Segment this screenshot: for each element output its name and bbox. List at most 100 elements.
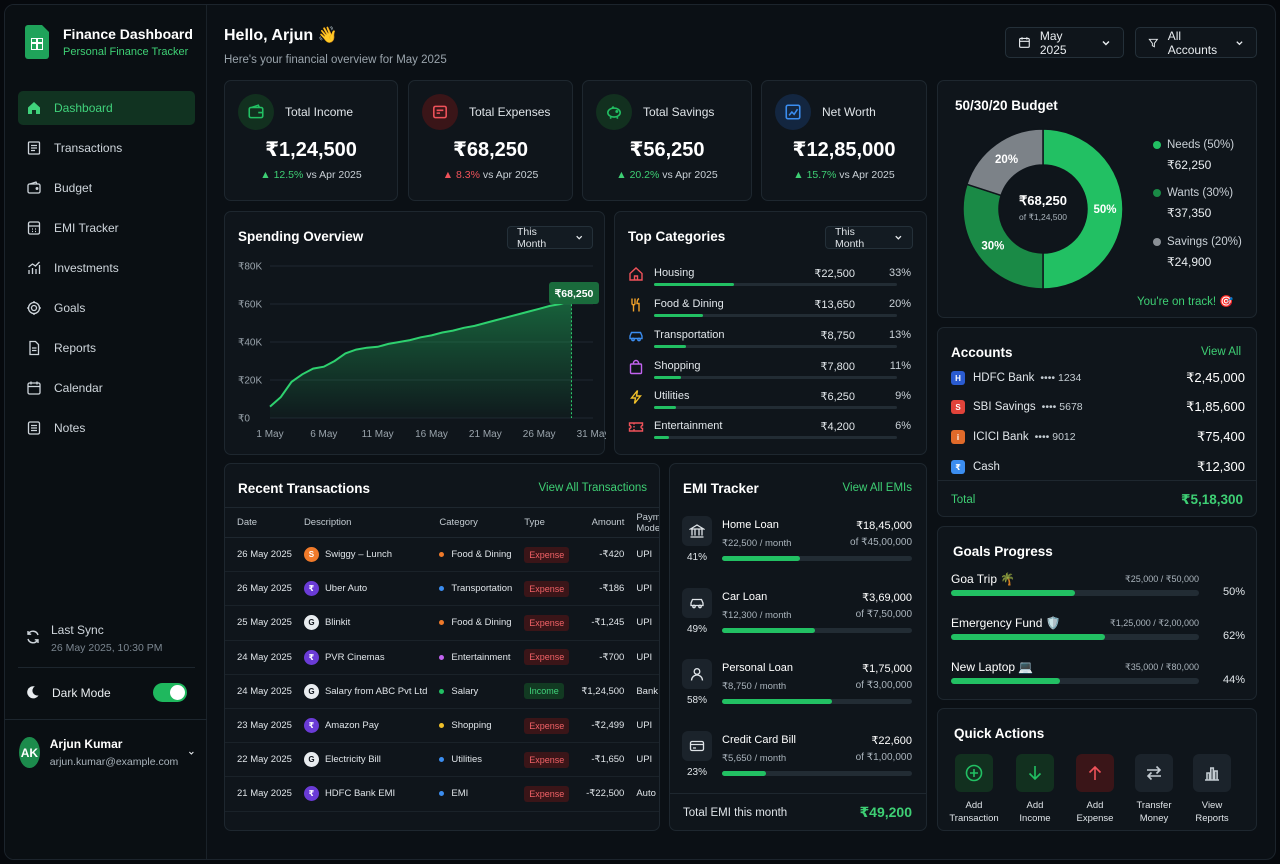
add-expense-button[interactable]: Add Expense bbox=[1067, 754, 1123, 826]
column-description[interactable]: Description bbox=[291, 507, 428, 538]
tx-date: 23 May 2025 bbox=[225, 708, 292, 744]
donut-slice-needs[interactable] bbox=[1042, 128, 1124, 290]
emi-progress-bar bbox=[722, 628, 912, 633]
tx-type: Expense bbox=[512, 571, 570, 607]
column-payment-mode[interactable]: Payment Mode bbox=[628, 507, 659, 538]
donut-slice-label: 30% bbox=[981, 240, 1004, 252]
user-profile[interactable]: AK Arjun Kumar arjun.kumar@example.com bbox=[19, 737, 195, 768]
goal-amounts: ₹35,000 / ₹80,000 bbox=[1124, 662, 1199, 672]
table-row[interactable]: 21 May 2025 ₹ HDFC Bank EMI EMI Expense -₹22,… bbox=[225, 776, 659, 812]
column-amount[interactable]: Amount bbox=[569, 507, 629, 538]
kpi-total-income[interactable]: Total Income ₹1,24,500 ▲ 12.5% vs Apr 20… bbox=[224, 80, 398, 201]
spending-callout-value: ₹68,250 bbox=[555, 288, 594, 300]
tx-category: Entertainment bbox=[427, 640, 513, 675]
emi-item-personal-loan[interactable]: 58% Personal Loan ₹1,75,000 ₹8,750 / mon… bbox=[682, 659, 912, 723]
category-row-shopping[interactable]: Shopping ₹7,800 11% bbox=[628, 359, 911, 389]
account-row-cash[interactable]: ₹ Cash ₹12,300 bbox=[951, 457, 1245, 477]
kpi-value: ₹56,250 bbox=[629, 139, 705, 161]
emi-monthly: ₹22,500 / month bbox=[722, 538, 792, 549]
spreadsheet-logo-icon bbox=[25, 25, 49, 59]
category-row-transportation[interactable]: Transportation ₹8,750 13% bbox=[628, 328, 911, 358]
sidebar-item-transactions[interactable]: Transactions bbox=[18, 131, 195, 165]
category-dot bbox=[439, 620, 445, 626]
category-dot bbox=[439, 688, 445, 694]
category-row-utilities[interactable]: Utilities ₹6,250 9% bbox=[628, 389, 911, 419]
add-transaction-button[interactable]: Add Transaction bbox=[946, 754, 1002, 826]
brand[interactable]: Finance Dashboard Personal Finance Track… bbox=[25, 25, 193, 59]
chevron-down-icon bbox=[895, 235, 902, 240]
sidebar-item-calendar[interactable]: Calendar bbox=[18, 371, 195, 405]
transfer-money-button[interactable]: Transfer Money bbox=[1126, 754, 1182, 826]
sidebar-item-investments[interactable]: Investments bbox=[18, 251, 195, 285]
table-row[interactable]: 22 May 2025 G Electricity Bill Utilities Exp… bbox=[225, 742, 659, 778]
categories-period-dropdown[interactable]: This Month bbox=[825, 226, 913, 250]
goal-row-new-laptop[interactable]: New Laptop 💻 ₹35,000 / ₹80,000 44% bbox=[951, 660, 1245, 690]
column-category[interactable]: Category bbox=[427, 507, 513, 538]
account-row-icici[interactable]: i ICICI Bank •••• 9012 ₹75,400 bbox=[951, 427, 1245, 447]
account-filter[interactable]: All Accounts bbox=[1135, 27, 1257, 58]
donut-slice-wants[interactable] bbox=[962, 183, 1044, 290]
table-row[interactable]: 23 May 2025 ₹ Amazon Pay Shopping Expense -₹2… bbox=[225, 708, 659, 744]
sidebar-item-goals[interactable]: Goals bbox=[18, 291, 195, 325]
sidebar-item-budget[interactable]: Budget bbox=[18, 171, 195, 205]
emi-progress-bar bbox=[722, 699, 912, 704]
category-row-entertainment[interactable]: Entertainment ₹4,200 6% bbox=[628, 419, 911, 449]
category-dot bbox=[439, 723, 445, 729]
table-row[interactable]: 26 May 2025 S Swiggy – Lunch Food & Dining E… bbox=[225, 537, 659, 573]
add-income-button[interactable]: Add Income bbox=[1007, 754, 1063, 826]
tx-category: Transportation bbox=[427, 571, 513, 607]
sidebar-item-emi-tracker[interactable]: EMI Tracker bbox=[18, 211, 195, 245]
tx-type: Expense bbox=[512, 708, 570, 744]
sidebar-nav: Dashboard Transactions Budget EMI Tracke… bbox=[18, 91, 195, 451]
column-date[interactable]: Date bbox=[225, 507, 292, 538]
kpi-total-expenses[interactable]: Total Expenses ₹68,250 ▲ 8.3% vs Apr 202… bbox=[408, 80, 573, 201]
category-row-housing[interactable]: Housing ₹22,500 33% bbox=[628, 266, 911, 296]
column-type[interactable]: Type bbox=[512, 507, 570, 538]
tx-amount: ₹1,24,500 bbox=[569, 674, 629, 709]
divider bbox=[670, 793, 926, 794]
chevron-down-icon[interactable] bbox=[188, 748, 195, 758]
tx-payment-mode: Bank Transfer bbox=[628, 674, 659, 709]
last-sync[interactable]: Last Sync 26 May 2025, 10:30 PM bbox=[25, 623, 163, 654]
legend-value: ₹24,900 bbox=[1167, 255, 1212, 269]
tx-description-text: Uber Auto bbox=[324, 583, 368, 595]
view-reports-button[interactable]: View Reports bbox=[1184, 754, 1240, 826]
card-title: Quick Actions bbox=[954, 726, 1045, 741]
sidebar-item-reports[interactable]: Reports bbox=[18, 331, 195, 365]
account-mask: •••• 9012 bbox=[1034, 431, 1076, 443]
emi-item-car-loan[interactable]: 49% Car Loan ₹3,69,000 ₹12,300 / month o… bbox=[682, 588, 912, 652]
category-row-food[interactable]: Food & Dining ₹13,650 20% bbox=[628, 297, 911, 327]
kpi-net-worth[interactable]: Net Worth ₹12,85,000 ▲ 15.7% vs Apr 2025 bbox=[761, 80, 927, 201]
table-row[interactable]: 24 May 2025 G Salary from ABC Pvt Ltd Salar… bbox=[225, 674, 659, 709]
kpi-label: Total Expenses bbox=[469, 105, 551, 119]
goal-row-emergency-fund[interactable]: Emergency Fund 🛡️ ₹1,25,000 / ₹2,00,000 … bbox=[951, 616, 1245, 646]
view-all-transactions-link[interactable]: View All Transactions bbox=[538, 482, 647, 494]
view-all-accounts-link[interactable]: View All bbox=[1200, 346, 1241, 358]
view-all-emis-link[interactable]: View All EMIs bbox=[842, 482, 912, 494]
goal-row-goa-trip[interactable]: Goa Trip 🌴 ₹25,000 / ₹50,000 50% bbox=[951, 572, 1245, 602]
tx-category: Utilities bbox=[427, 742, 513, 778]
tx-description-text: Salary from ABC Pvt Ltd bbox=[324, 685, 428, 697]
tx-description-text: Swiggy – Lunch bbox=[324, 549, 393, 561]
kpi-total-savings[interactable]: Total Savings ₹56,250 ▲ 20.2% vs Apr 202… bbox=[582, 80, 752, 201]
month-selector[interactable]: May 2025 bbox=[1005, 27, 1124, 58]
home-icon bbox=[28, 102, 40, 114]
table-row[interactable]: 24 May 2025 ₹ PVR Cinemas Entertainment Expe… bbox=[225, 640, 659, 675]
kpi-delta-value: 20.2% bbox=[629, 169, 660, 181]
car-icon bbox=[629, 331, 643, 342]
category-amount: ₹6,250 bbox=[820, 391, 855, 403]
account-row-sbi[interactable]: S SBI Savings •••• 5678 ₹1,85,600 bbox=[951, 397, 1245, 417]
account-row-hdfc[interactable]: H HDFC Bank •••• 1234 ₹2,45,000 bbox=[951, 368, 1245, 388]
dark-mode-toggle[interactable] bbox=[153, 683, 187, 702]
legend-label: Savings (20%) bbox=[1153, 236, 1242, 248]
chevron-down-icon bbox=[1236, 40, 1243, 45]
table-row[interactable]: 26 May 2025 ₹ Uber Auto Transportation Expen… bbox=[225, 571, 659, 607]
sidebar-item-notes[interactable]: Notes bbox=[18, 411, 195, 445]
emi-item-home-loan[interactable]: 41% Home Loan ₹18,45,000 ₹22,500 / month… bbox=[682, 516, 912, 580]
goal-progress-fill bbox=[951, 678, 1061, 684]
sidebar-item-dashboard[interactable]: Dashboard bbox=[18, 91, 195, 125]
donut-slice-savings[interactable] bbox=[965, 128, 1044, 197]
spending-period-dropdown[interactable]: This Month bbox=[507, 226, 593, 250]
emi-item-credit-card[interactable]: 23% Credit Card Bill ₹22,600 ₹5,650 / mo… bbox=[682, 731, 912, 795]
table-row[interactable]: 25 May 2025 G Blinkit Food & Dining Expense -… bbox=[225, 605, 659, 641]
